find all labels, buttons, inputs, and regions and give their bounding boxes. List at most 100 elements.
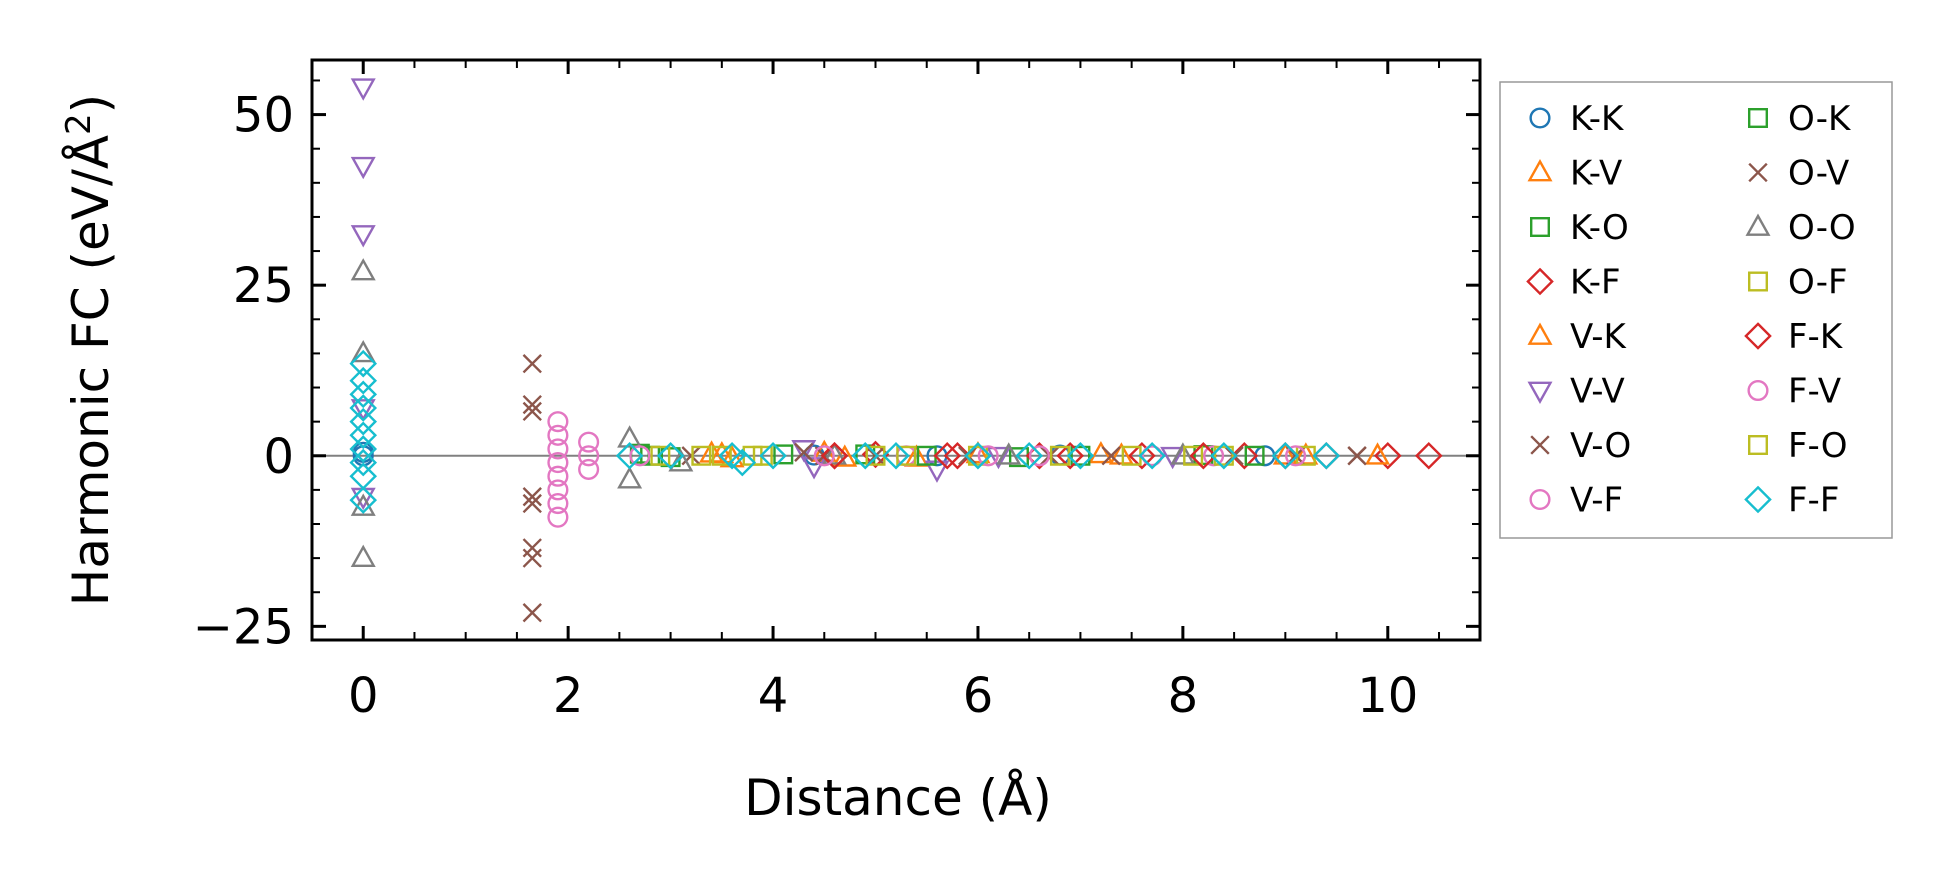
y-axis-label-superscript: 2 [59,113,99,135]
y-tick-label: 50 [233,88,294,144]
series-f-o [711,445,1234,466]
legend-marker [1745,213,1771,236]
data-point [759,441,787,470]
data-point [1213,445,1234,466]
data-point [1108,442,1134,465]
x-tick-label: 2 [553,668,584,724]
data-point [615,441,644,470]
legend-label: V-O [1570,426,1631,466]
series-f-f [349,349,1341,514]
x-tick-label: 4 [758,668,789,724]
legend-label: O-V [1788,154,1849,194]
legend-label: K-K [1570,99,1625,139]
legend-marker [1747,379,1769,402]
data-point [349,448,378,477]
data-point [578,445,600,467]
legend-marker [1527,322,1553,345]
legend-label: F-K [1788,317,1844,357]
legend-label: O-K [1788,99,1852,139]
data-point [349,435,378,463]
data-point [791,440,817,463]
data-point [617,466,643,489]
series-v-f [547,411,1225,528]
data-point [964,441,992,470]
legend-label: F-V [1788,372,1841,412]
data-point [1070,445,1091,466]
data-point [865,446,886,466]
data-point [522,603,542,623]
data-point [903,444,929,467]
legend-box [1499,81,1893,539]
data-point [1101,446,1121,466]
data-point [547,479,569,501]
y-axis-label: Harmonic FC (eV/Å2) [59,94,120,606]
data-point [794,442,814,463]
legend-label: K-F [1570,263,1621,303]
data-point [1015,441,1043,470]
data-point [1244,445,1265,466]
data-point [896,445,917,466]
data-point [977,445,999,467]
data-point [350,258,376,281]
plot-area: 0 2 4 6 8 10 −25 0 25 50 [193,58,1482,724]
data-point [985,446,1011,470]
data-point [822,442,848,465]
data-point [349,380,378,409]
legend-marker [1747,107,1768,128]
data-point [349,366,378,395]
x-tick-label: 8 [1168,668,1199,724]
legend-label: K-O [1570,208,1629,248]
data-point [728,448,757,477]
data-point [522,394,542,415]
legend-marker [1526,267,1554,296]
legend-marker [1527,159,1553,182]
data-point [617,425,643,448]
data-point [1230,441,1259,470]
y-tick-label: 0 [263,429,294,485]
data-point [1271,441,1300,470]
data-point [547,452,569,474]
data-point [1128,441,1156,470]
data-point [958,446,978,466]
data-point [1056,441,1084,470]
data-point [1189,441,1218,470]
legend-label: V-V [1570,372,1625,412]
data-markers [349,78,1443,623]
data-point [933,441,962,470]
data-point [522,487,542,507]
data-point [349,486,378,514]
data-point [578,431,600,453]
legend-label: V-F [1570,481,1623,521]
data-point [1210,441,1238,470]
data-point [656,441,685,470]
data-point [1141,445,1163,467]
legend-marker [1748,162,1768,183]
data-point [547,424,569,446]
data-point [882,441,910,470]
data-point [1285,445,1307,467]
data-point [1183,445,1204,466]
data-point [996,442,1022,465]
data-point [350,156,376,180]
data-point [668,449,694,472]
series-v-k [709,440,1391,467]
data-point [967,445,988,466]
x-tick-label: 10 [1357,668,1418,724]
data-point [522,353,542,374]
data-point [1160,446,1186,470]
data-point [711,445,732,466]
data-point [1365,442,1391,465]
data-point [924,460,950,483]
legend-label: F-O [1788,426,1848,466]
data-point [350,225,376,248]
data-point [349,394,378,422]
data-point [1224,446,1244,466]
legend-label: K-V [1570,154,1622,194]
data-point [547,506,569,528]
series-o-o [350,258,1196,568]
data-point [1414,441,1443,470]
data-point [349,407,378,436]
data-point [349,349,378,378]
data-point [820,441,849,470]
axes-frame [310,58,1482,642]
